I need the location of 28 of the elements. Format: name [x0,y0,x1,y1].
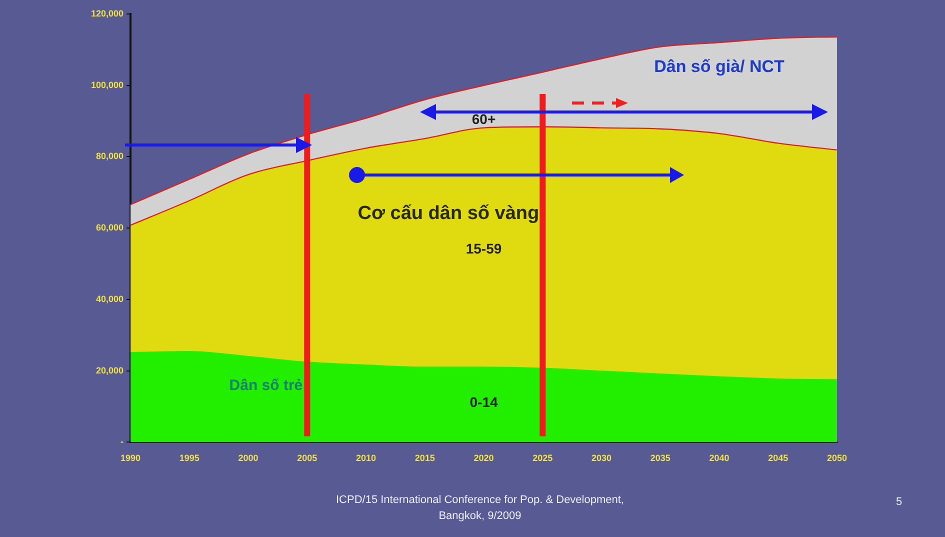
annotation: Cơ cấu dân số vàng [358,203,540,224]
annotation: 15-59 [466,240,502,256]
y-tick-label: 20,000 [96,365,124,376]
annotation: 60+ [472,110,496,127]
y-tick-label: 100,000 [90,80,124,90]
text: ICPD/15 International Conference for Pop. & Development, Bangkok, 9/2009 [335,493,625,524]
annotation: Dân số trẻ [229,376,303,394]
y-tick-label: 80,000 [96,151,124,162]
x-tick-label: 2045 [768,453,788,464]
x-tick-label: 2010 [356,453,376,464]
x-tick-label: 2035 [650,453,670,464]
x-tick-label: 2015 [414,453,435,464]
annotation: 0-14 [470,394,498,410]
y-tick-label: - [120,436,124,447]
x-tick-label: 2000 [238,453,258,464]
y-tick-label: 40,000 [96,294,124,304]
x-tick-label: 2050 [826,453,848,464]
x-tick-label: 2040 [709,453,730,464]
y-tick-label: 60,000 [96,222,124,233]
x-tick-label: 1990 [120,453,141,464]
text: 5 [896,496,902,508]
x-tick-label: 1995 [179,453,200,464]
x-tick-label: 2030 [591,453,612,464]
x-tick-label: 2005 [297,453,318,464]
x-tick-label: 2020 [474,453,494,464]
annotation: Dân số già/ NCT [654,57,786,76]
x-tick-label: 2025 [532,453,553,464]
y-tick-label: 120,000 [90,8,124,18]
